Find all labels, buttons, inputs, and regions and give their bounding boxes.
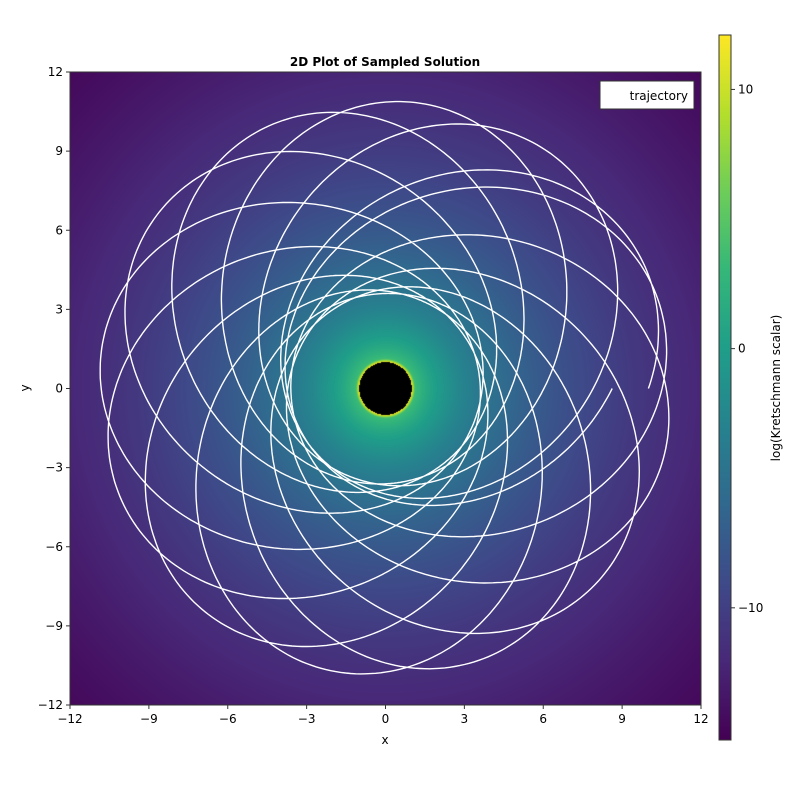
- y-tick-label: 0: [55, 382, 63, 396]
- y-tick-label: 3: [55, 302, 63, 316]
- x-tick-label: 3: [461, 712, 469, 726]
- colorbar-tick-label: 10: [738, 82, 753, 96]
- colorbar-tick-label: −10: [738, 601, 763, 615]
- colorbar-frame: [718, 34, 732, 741]
- y-axis-label: y: [18, 384, 32, 391]
- x-tick-label: −9: [140, 712, 158, 726]
- x-tick-label: 6: [539, 712, 547, 726]
- axes-frame: [69, 71, 702, 706]
- y-tick-label: −9: [45, 619, 63, 633]
- y-tick-label: −12: [38, 698, 63, 712]
- trajectory-layer: [99, 100, 670, 675]
- x-tick-label: −6: [219, 712, 237, 726]
- x-tick-label: −12: [57, 712, 82, 726]
- x-tick-label: 12: [693, 712, 708, 726]
- x-tick-label: 9: [618, 712, 626, 726]
- x-ticks: −12 −9 −6 −3 0 3 6 9 12: [57, 705, 709, 726]
- y-tick-label: −6: [45, 540, 63, 554]
- x-tick-label: −3: [298, 712, 316, 726]
- y-tick-label: 9: [55, 144, 63, 158]
- colorbar-ticks: 10 0 −10: [731, 82, 763, 615]
- y-tick-label: 12: [48, 65, 63, 79]
- chart-title: 2D Plot of Sampled Solution: [290, 55, 480, 69]
- y-tick-label: −3: [45, 461, 63, 475]
- colorbar: [719, 35, 731, 740]
- legend-entry-trajectory: trajectory: [630, 89, 688, 103]
- colorbar-label: log(Kretschmann scalar): [769, 315, 783, 462]
- heatmap: [70, 72, 701, 705]
- colorbar-tick-label: 0: [738, 342, 746, 356]
- x-axis-label: x: [381, 733, 388, 747]
- y-ticks: −12 −9 −6 −3 0 3 6 9 12: [38, 65, 70, 712]
- x-tick-label: 0: [382, 712, 390, 726]
- y-tick-label: 6: [55, 223, 63, 237]
- legend: trajectory: [599, 80, 695, 110]
- trajectory-line: [99, 100, 670, 675]
